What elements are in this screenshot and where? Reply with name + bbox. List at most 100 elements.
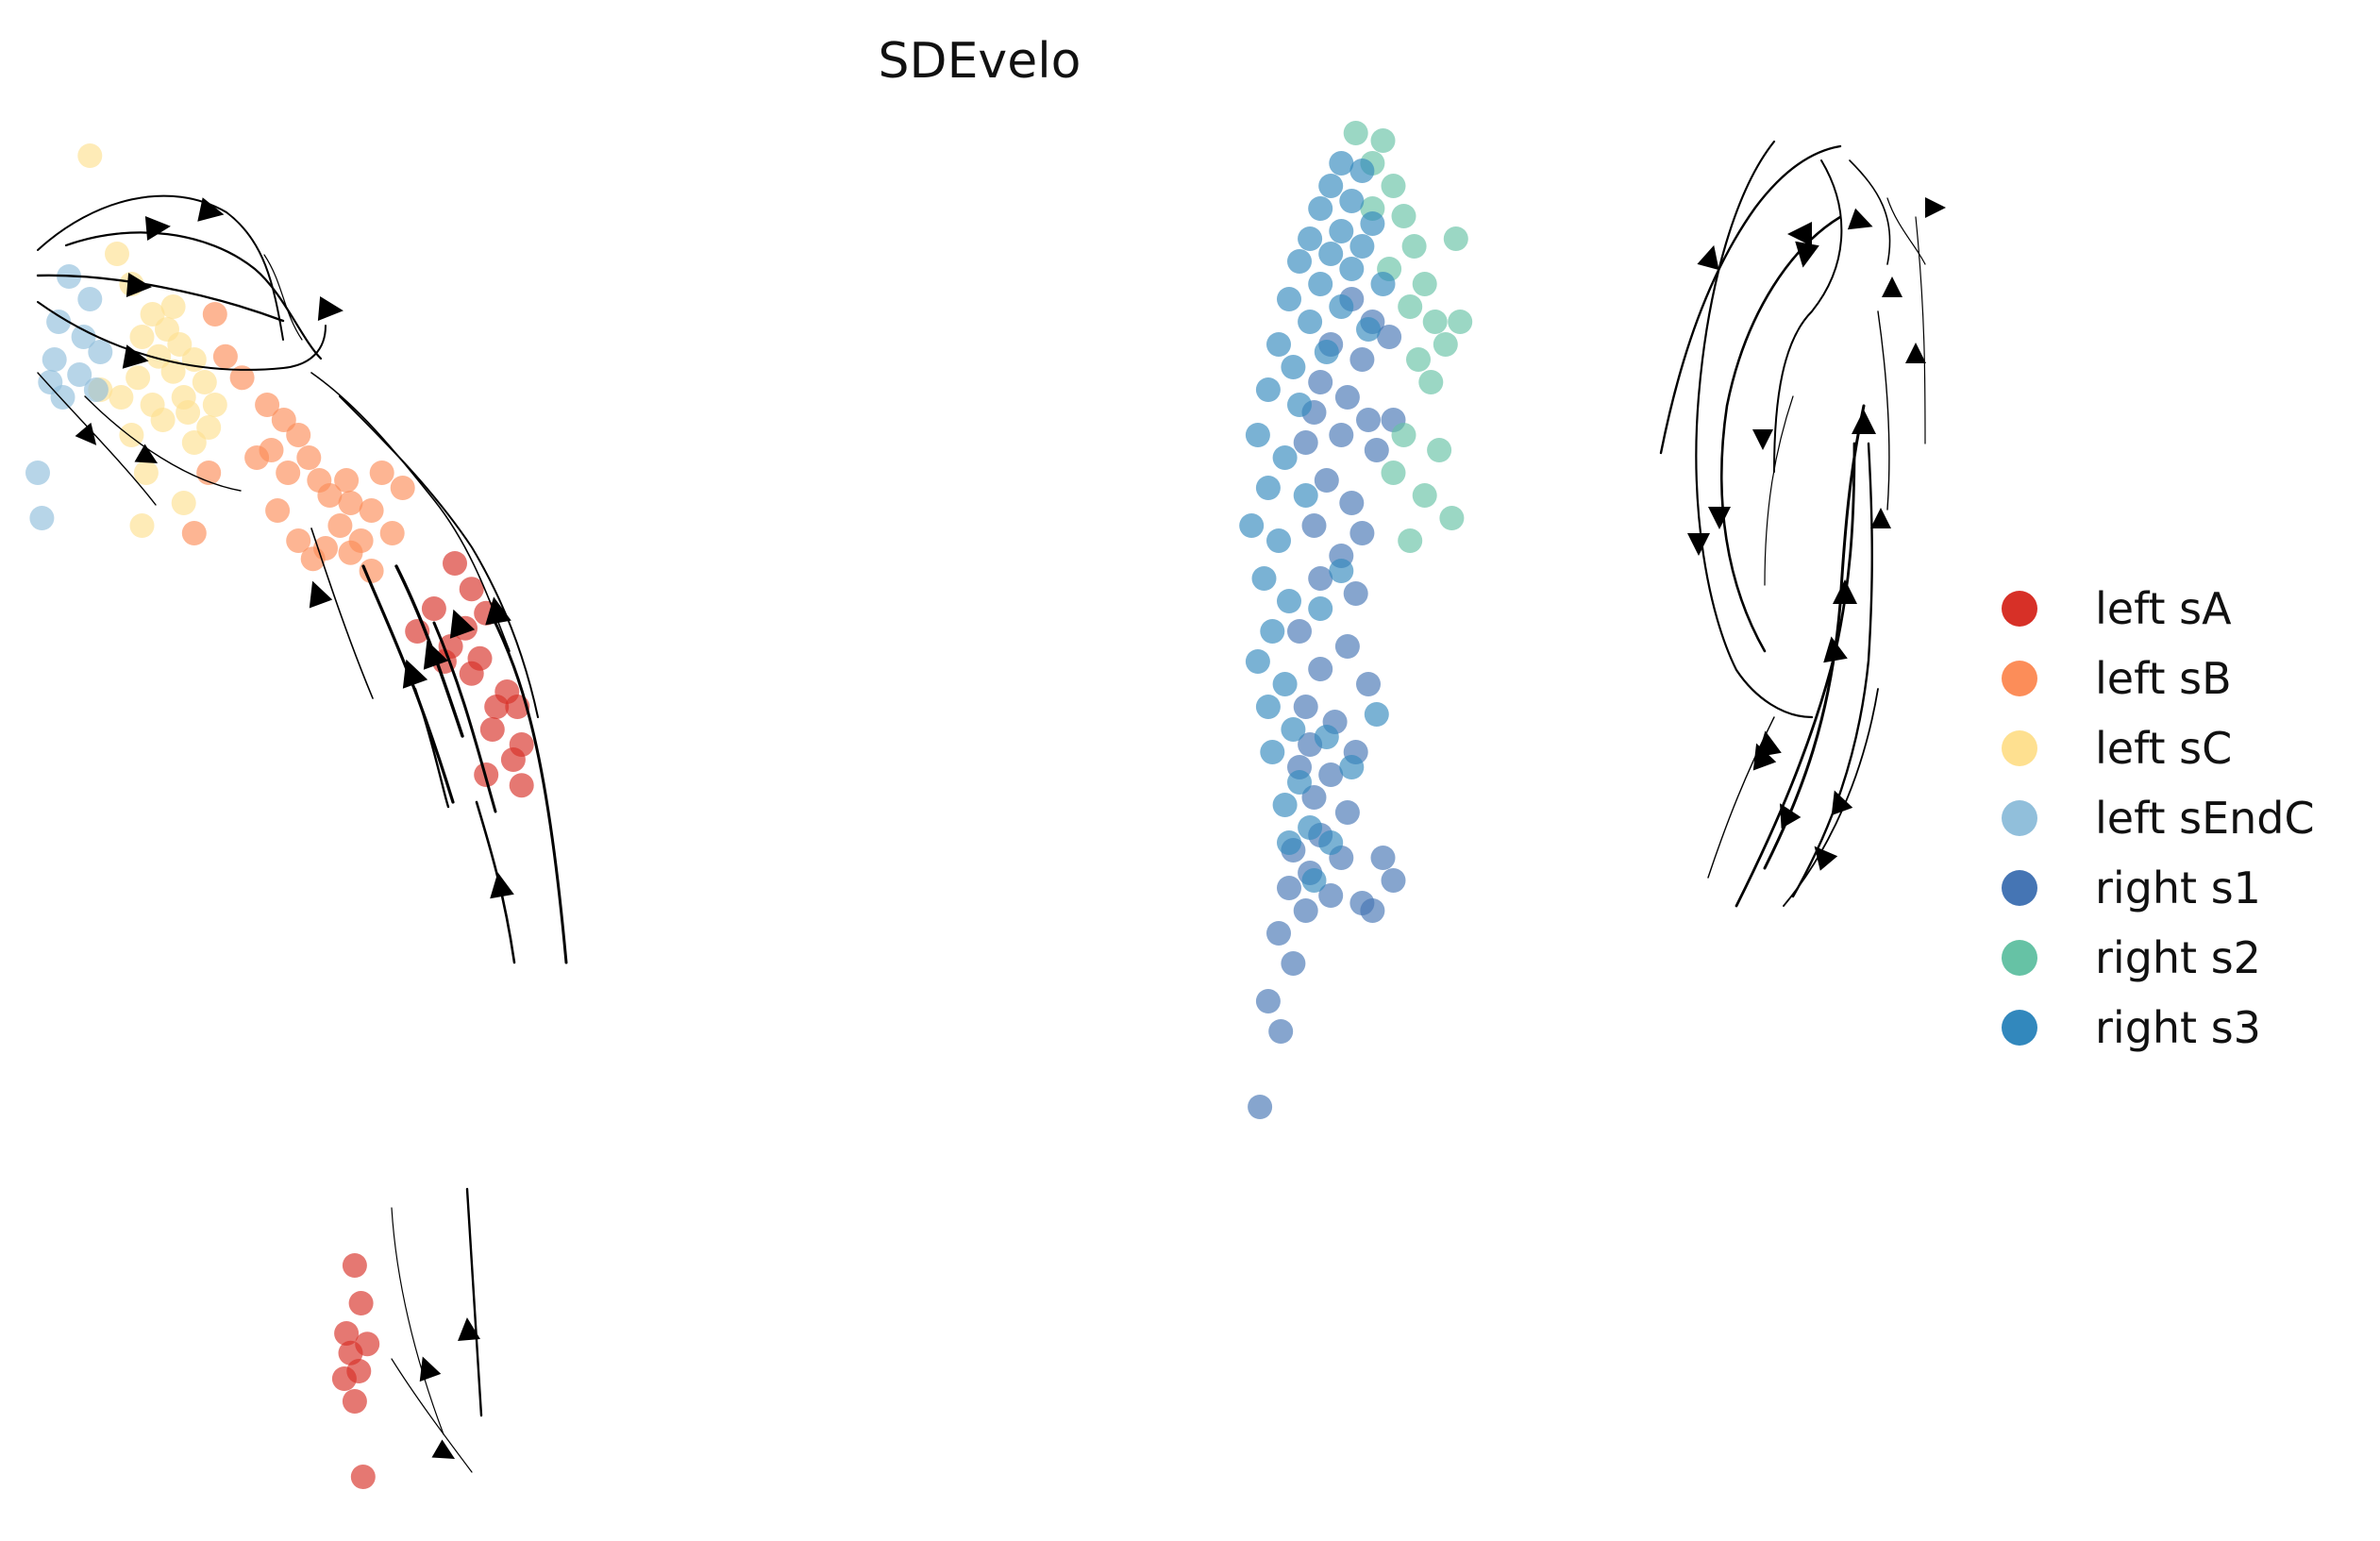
scatter-point-right-s2 <box>1443 226 1468 251</box>
scatter-point-right-s1 <box>1248 1095 1273 1119</box>
scatter-point-right-s1 <box>1343 581 1368 606</box>
scatter-point-right-s1 <box>1301 513 1327 538</box>
legend-item: left sA <box>2002 583 2232 634</box>
scatter-point-left-sa <box>459 661 484 686</box>
scatter-point-right-s1 <box>1268 1019 1294 1044</box>
scatter-point-right-s3 <box>1349 159 1375 183</box>
scatter-point-right-s3 <box>1356 317 1381 342</box>
scatter-point-left-sc <box>202 393 227 417</box>
scatter-point-right-s1 <box>1364 438 1389 462</box>
scatter-point-left-sb <box>244 445 270 470</box>
scatter-point-right-s1 <box>1314 468 1339 493</box>
streamline-arrowhead <box>1687 533 1710 556</box>
scatter-point-left-sendc <box>38 370 63 394</box>
scatter-point-right-s1 <box>1377 325 1402 349</box>
streamline <box>413 687 450 809</box>
streamline <box>1886 197 1926 265</box>
streamline <box>1791 442 1873 898</box>
scatter-point-left-sa <box>342 1389 367 1414</box>
scatter-point-right-s2 <box>1370 128 1396 153</box>
streamline-arrowhead <box>419 1356 442 1382</box>
streamline-arrowhead <box>1795 241 1819 268</box>
scatter-point-left-sb <box>338 491 363 515</box>
scatter-point-right-s1 <box>1360 898 1385 923</box>
streamline-arrowhead <box>1870 508 1891 528</box>
scatter-point-left-sb <box>181 521 207 545</box>
scatter-point-right-s1 <box>1266 921 1291 946</box>
scatter-point-right-s3 <box>1255 377 1281 402</box>
velocity-streamlines <box>36 140 1946 1473</box>
scatter-point-left-sc <box>196 415 222 440</box>
scatter-point-right-s3 <box>1255 476 1281 500</box>
scatter-point-left-sendc <box>46 310 72 334</box>
streamline <box>391 1358 473 1473</box>
streamline-arrowhead <box>485 596 511 626</box>
scatter-point-right-s2 <box>1343 121 1368 145</box>
scatter-point-left-sb <box>379 521 405 545</box>
scatter-point-left-sc <box>176 400 201 425</box>
scatter-point-right-s3 <box>1329 294 1354 319</box>
scatter-point-left-sc <box>181 347 207 372</box>
scatter-point-left-sb <box>265 498 291 523</box>
legend-marker <box>2002 591 2037 627</box>
scatter-point-right-s1 <box>1287 619 1312 644</box>
scatter-point-right-s1 <box>1308 657 1333 681</box>
scatter-point-right-s3 <box>1298 310 1323 334</box>
legend-item: left sEndC <box>2002 793 2315 844</box>
scatter-point-right-s1 <box>1293 898 1318 923</box>
streamline-arrowhead <box>1787 222 1812 246</box>
scatter-point-right-s2 <box>1422 310 1448 334</box>
scatter-point-left-sa <box>334 1321 360 1346</box>
streamline <box>465 1187 483 1417</box>
streamline-arrowhead <box>1905 343 1926 363</box>
streamline <box>1849 159 1891 265</box>
scatter-point-left-sb <box>369 461 394 485</box>
streamline-arrowhead <box>309 580 333 609</box>
scatter-point-right-s2 <box>1418 370 1444 394</box>
scatter-point-left-sb <box>286 423 311 447</box>
streamline-arrowhead <box>144 216 171 241</box>
scatter-point-right-s1 <box>1318 883 1344 908</box>
scatter-point-left-sc <box>181 430 207 455</box>
scatter-point-right-s3 <box>1245 649 1270 674</box>
streamline-arrowhead <box>122 344 149 369</box>
legend-label: left sC <box>2095 723 2232 774</box>
scatter-point-right-s3 <box>1308 272 1333 296</box>
streamline-arrowhead <box>1752 429 1773 450</box>
scatter-point-left-sb <box>359 498 384 523</box>
streamline-arrowhead <box>431 1439 456 1459</box>
streamline <box>1659 144 1842 455</box>
streamline <box>64 231 323 360</box>
legend-item: left sC <box>2002 723 2232 774</box>
streamline-arrowhead <box>458 1317 480 1342</box>
scatter-point-right-s3 <box>1298 815 1323 840</box>
scatter-points <box>25 121 1473 1489</box>
scatter-point-left-sc <box>126 365 151 391</box>
scatter-point-right-s1 <box>1370 846 1396 870</box>
scatter-point-right-s1 <box>1381 868 1406 893</box>
scatter-point-right-s3 <box>1260 740 1285 764</box>
scatter-point-right-s3 <box>1272 672 1298 696</box>
streamline-arrowhead <box>1925 197 1946 218</box>
scatter-point-left-sc <box>109 385 134 410</box>
scatter-point-left-sa <box>500 747 526 772</box>
scatter-point-left-sb <box>276 461 301 485</box>
streamline <box>391 1207 444 1435</box>
legend-label: right s1 <box>2095 863 2261 913</box>
scatter-point-left-sc <box>133 461 159 485</box>
scatter-point-right-s3 <box>1239 513 1265 538</box>
streamline <box>1915 216 1926 444</box>
scatter-point-left-sendc <box>42 347 67 372</box>
scatter-point-right-s3 <box>1287 393 1312 417</box>
scatter-point-left-sa <box>459 577 484 602</box>
scatter-point-right-s3 <box>1360 211 1385 236</box>
scatter-point-right-s3 <box>1329 219 1354 243</box>
scatter-point-right-s1 <box>1301 785 1327 810</box>
streamline-arrowhead <box>1708 507 1731 529</box>
scatter-point-left-sb <box>334 468 360 493</box>
scatter-point-right-s1 <box>1308 370 1333 394</box>
scatter-point-left-sa <box>484 695 510 719</box>
legend-label: left sB <box>2095 653 2232 704</box>
scatter-point-left-sendc <box>67 362 92 387</box>
